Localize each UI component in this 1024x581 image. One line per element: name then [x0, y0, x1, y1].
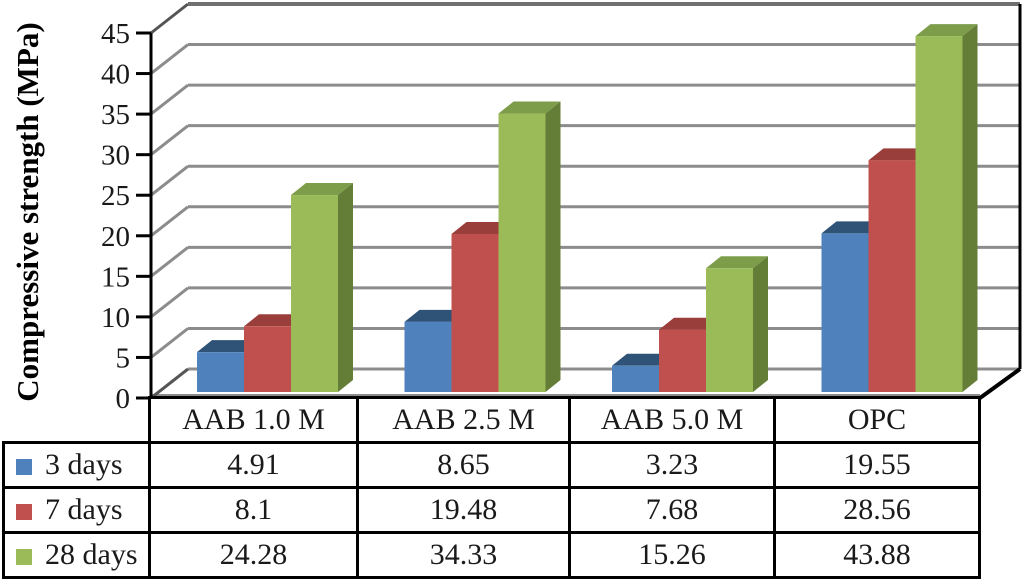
grid-connector: [150, 286, 189, 319]
y-axis-tick-label: 40: [101, 59, 130, 91]
value-cell: 3.23: [568, 441, 776, 489]
bar-3 days-AAB 2.5 M: [404, 321, 452, 392]
bar-top-28 days-OPC: [915, 24, 978, 37]
bar-top-28 days-AAB 2.5 M: [498, 101, 561, 114]
value-cell: 43.88: [773, 531, 981, 579]
value-cell: 34.33: [356, 531, 571, 579]
legend-label: 28 days: [45, 538, 138, 571]
y-axis-tick-label: 0: [116, 383, 131, 415]
bar-top-7 days-AAB 1.0 M: [244, 314, 306, 327]
category-header: AAB 5.0 M: [568, 396, 776, 444]
table-row-28-days: 28 days 24.28 34.33 15.26 43.88: [2, 531, 981, 579]
value-cell: 4.91: [148, 441, 359, 489]
y-axis-tick-label: 35: [101, 99, 130, 131]
table-corner-empty-cell: [4, 398, 150, 443]
value-cell: 28.56: [773, 486, 981, 534]
category-header: OPC: [773, 396, 981, 444]
grid-connector: [150, 327, 189, 359]
bar-top-3 days-AAB 1.0 M: [197, 340, 259, 353]
y-axis-tick-label: 15: [101, 261, 130, 293]
value-cell: 7.68: [568, 486, 776, 534]
bar-side-28 days-OPC: [962, 24, 978, 393]
table-header-row: AAB 1.0 M AAB 2.5 M AAB 5.0 M OPC: [4, 396, 981, 444]
bar-side-28 days-AAB 5.0 M: [753, 256, 768, 392]
bar-top-28 days-AAB 1.0 M: [291, 183, 353, 196]
grid-connector: [150, 83, 189, 116]
grid-connector: [150, 124, 189, 156]
grid-connector: [150, 205, 189, 237]
legend-cell-3-days: 3 days: [2, 441, 151, 489]
bar-side-28 days-AAB 2.5 M: [545, 101, 561, 392]
floor-left-edge: [150, 367, 189, 400]
y-axis-tick-label: 30: [101, 140, 130, 172]
value-cell: 19.48: [356, 486, 571, 534]
chart-data-table: AAB 1.0 M AAB 2.5 M AAB 5.0 M OPC 3 days…: [2, 396, 981, 579]
grid-connector: [150, 43, 189, 75]
legend-label: 7 days: [45, 493, 123, 526]
y-axis-tick-label: 10: [101, 302, 130, 334]
bar-3 days-AAB 1.0 M: [197, 352, 244, 392]
bar-top-3 days-AAB 5.0 M: [612, 353, 674, 366]
legend-swatch-green-icon: [16, 549, 32, 565]
bar-top-7 days-AAB 5.0 M: [659, 317, 721, 330]
grid-connector: [150, 165, 189, 197]
bar-7 days-AAB 1.0 M: [244, 326, 291, 392]
legend-label: 3 days: [45, 448, 123, 481]
bar-28 days-AAB 5.0 M: [706, 268, 753, 392]
y-axis-tick-label: 5: [116, 342, 131, 374]
category-header: AAB 1.0 M: [148, 396, 359, 444]
bar-28 days-OPC: [915, 36, 963, 393]
value-cell: 15.26: [568, 531, 776, 579]
grid-connector: [150, 246, 189, 278]
table-row-7-days: 7 days 8.1 19.48 7.68 28.56: [2, 486, 981, 534]
value-cell: 8.65: [356, 441, 571, 489]
bar-28 days-AAB 2.5 M: [498, 113, 546, 392]
y-axis-title: Compressive strength (MPa): [10, 22, 45, 401]
legend-cell-7-days: 7 days: [2, 486, 151, 534]
bar-7 days-AAB 2.5 M: [451, 233, 499, 392]
y-axis-tick-label: 20: [101, 221, 130, 253]
grid-connector: [150, 2, 189, 35]
bar-28 days-AAB 1.0 M: [291, 195, 338, 392]
bar-top-28 days-AAB 5.0 M: [706, 256, 768, 269]
category-header: AAB 2.5 M: [356, 396, 571, 444]
bar-3 days-AAB 5.0 M: [612, 365, 659, 392]
bar-7 days-OPC: [868, 160, 916, 392]
legend-swatch-red-icon: [16, 504, 32, 520]
bar-side-28 days-AAB 1.0 M: [338, 183, 353, 392]
value-cell: 19.55: [773, 441, 981, 489]
legend-swatch-blue-icon: [16, 459, 32, 475]
bar-top-3 days-OPC: [821, 221, 884, 234]
value-cell: 24.28: [148, 531, 359, 579]
bar-top-7 days-OPC: [868, 148, 931, 161]
y-axis-tick-label: 45: [101, 18, 130, 50]
bar-3 days-OPC: [821, 233, 869, 392]
floor-right-edge: [978, 367, 1022, 400]
bar-7 days-AAB 5.0 M: [659, 329, 706, 392]
table-row-3-days: 3 days 4.91 8.65 3.23 19.55: [2, 441, 981, 489]
value-cell: 8.1: [148, 486, 359, 534]
y-axis-tick-label: 25: [101, 180, 130, 212]
legend-cell-28-days: 28 days: [2, 531, 151, 579]
bar-top-7 days-AAB 2.5 M: [451, 221, 514, 234]
bar-top-3 days-AAB 2.5 M: [404, 309, 467, 322]
